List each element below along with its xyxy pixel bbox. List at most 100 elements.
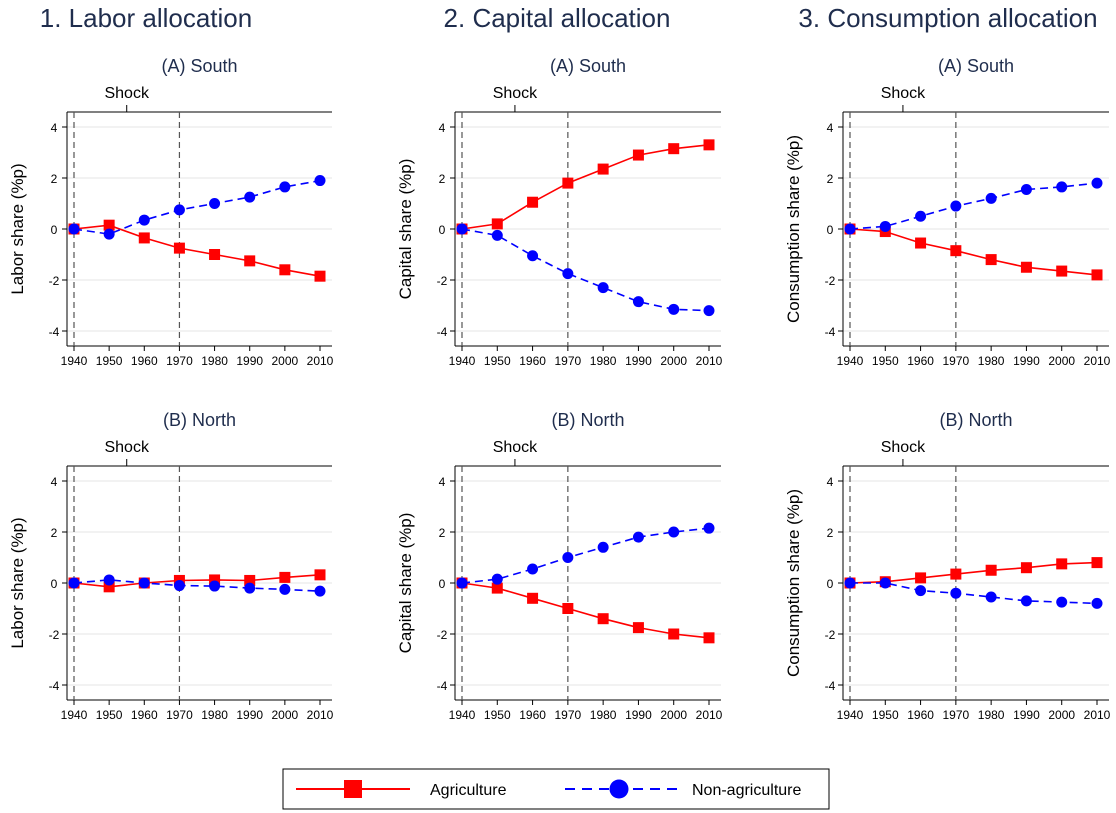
nonagriculture-point	[668, 526, 680, 538]
agriculture-point	[985, 254, 997, 266]
x-tick-label: 2010	[1084, 354, 1111, 368]
nonagriculture-point	[138, 214, 150, 226]
x-tick-label: 2010	[696, 354, 723, 368]
nonagriculture-point	[703, 305, 715, 317]
nonagriculture-point	[68, 223, 80, 235]
nonagriculture-point	[491, 229, 503, 241]
y-tick-label: 4	[439, 475, 446, 489]
x-tick-label: 1970	[943, 708, 970, 722]
agriculture-point	[314, 569, 326, 581]
agriculture-point	[597, 613, 609, 625]
panel-title: (B) North	[939, 410, 1012, 430]
x-tick-label: 1950	[872, 708, 899, 722]
nonagriculture-point	[527, 563, 539, 575]
agriculture-point	[668, 143, 680, 155]
agriculture-point	[597, 163, 609, 175]
nonagriculture-point	[244, 191, 256, 203]
nonagriculture-point	[314, 585, 326, 597]
agriculture-point	[562, 177, 574, 189]
agriculture-point	[138, 232, 150, 244]
x-tick-label: 1980	[978, 354, 1005, 368]
x-tick-label: 1940	[61, 708, 88, 722]
x-tick-label: 1990	[1013, 354, 1040, 368]
shock-label: Shock	[881, 85, 926, 102]
nonagriculture-line	[850, 582, 1098, 605]
chart-panel: (A) South -4 -2 0 2 4 1940 1950 1960 1970 1980 1990…	[784, 56, 1111, 368]
x-tick-label: 1970	[166, 708, 193, 722]
agriculture-point	[173, 242, 185, 254]
y-axis-label: Capital share (%p)	[396, 159, 415, 300]
agriculture-point	[703, 632, 715, 644]
nonagriculture-point	[844, 577, 856, 589]
y-tick-label: -2	[49, 628, 60, 642]
nonagriculture-point	[279, 181, 291, 193]
y-tick-label: 4	[51, 121, 58, 135]
x-tick-label: 1980	[590, 354, 617, 368]
agriculture-point	[244, 255, 256, 267]
chart-panel: (B) North -4 -2 0 2 4 1940 1950 1960 1970 1980 1990…	[784, 410, 1111, 722]
nonagriculture-point	[314, 175, 326, 187]
x-tick-label: 1980	[201, 708, 228, 722]
y-tick-label: 4	[827, 475, 834, 489]
nonagriculture-line	[461, 527, 710, 584]
agriculture-point	[279, 264, 291, 276]
y-tick-label: 4	[51, 475, 58, 489]
x-tick-label: 1950	[96, 708, 123, 722]
nonagriculture-point	[950, 587, 962, 599]
panel-title: (B) North	[551, 410, 624, 430]
agriculture-point	[915, 237, 927, 249]
y-tick-label: 0	[51, 577, 58, 591]
nonagriculture-point	[915, 210, 927, 222]
agriculture-point	[1091, 269, 1103, 281]
x-tick-label: 1960	[131, 708, 158, 722]
panel-title: (A) South	[161, 56, 237, 76]
y-axis-label: Labor share (%p)	[8, 517, 27, 648]
nonagriculture-point	[632, 296, 644, 308]
nonagriculture-point	[844, 223, 856, 235]
nonagriculture-line	[849, 182, 1098, 230]
x-tick-label: 1970	[943, 354, 970, 368]
nonagriculture-point	[456, 223, 468, 235]
y-axis-label: Consumption share (%p)	[784, 489, 803, 677]
x-tick-label: 2000	[272, 708, 299, 722]
agriculture-line	[461, 144, 710, 230]
panel-title: (A) South	[938, 56, 1014, 76]
x-tick-label: 2000	[660, 708, 687, 722]
y-axis-label: Consumption share (%p)	[784, 135, 803, 323]
x-tick-label: 1990	[625, 354, 652, 368]
nonagriculture-point	[597, 541, 609, 553]
chart-panel: (B) North -4 -2 0 2 4 1940 1950 1960 1970 1980 1990…	[396, 410, 723, 722]
agriculture-point	[985, 564, 997, 576]
column-title-capital: 2. Capital allocation	[444, 3, 671, 33]
y-axis-label: Capital share (%p)	[396, 513, 415, 654]
nonagriculture-point	[668, 303, 680, 315]
x-tick-label: 2010	[307, 708, 334, 722]
y-tick-label: -2	[437, 628, 448, 642]
nonagriculture-point	[597, 282, 609, 294]
legend-agriculture-label: Agriculture	[430, 782, 507, 799]
legend-nonagriculture-label: Non-agriculture	[692, 782, 801, 799]
nonagriculture-point	[915, 585, 927, 597]
nonagriculture-point	[632, 531, 644, 543]
shock-label: Shock	[104, 85, 149, 102]
nonagriculture-point	[103, 228, 115, 240]
chart-panel: (B) North -4 -2 0 2 4 1940 1950 1960 1970 1980 1990…	[8, 410, 334, 722]
agriculture-line	[73, 574, 321, 588]
agriculture-point	[491, 582, 503, 594]
nonagriculture-point	[209, 198, 221, 209]
x-tick-label: 1940	[837, 708, 864, 722]
nonagriculture-point	[1056, 596, 1068, 608]
panel-title: (B) North	[163, 410, 236, 430]
y-tick-label: -2	[825, 628, 836, 642]
nonagriculture-point	[244, 582, 256, 594]
nonagriculture-point	[879, 577, 891, 589]
nonagriculture-point	[138, 577, 150, 589]
y-tick-label: 2	[51, 526, 58, 540]
y-tick-label: 0	[827, 577, 834, 591]
agriculture-point	[915, 572, 927, 584]
x-tick-label: 1960	[907, 354, 934, 368]
nonagriculture-line	[73, 579, 321, 592]
x-tick-label: 1940	[837, 354, 864, 368]
x-tick-label: 1970	[166, 354, 193, 368]
y-tick-label: 4	[827, 121, 834, 135]
